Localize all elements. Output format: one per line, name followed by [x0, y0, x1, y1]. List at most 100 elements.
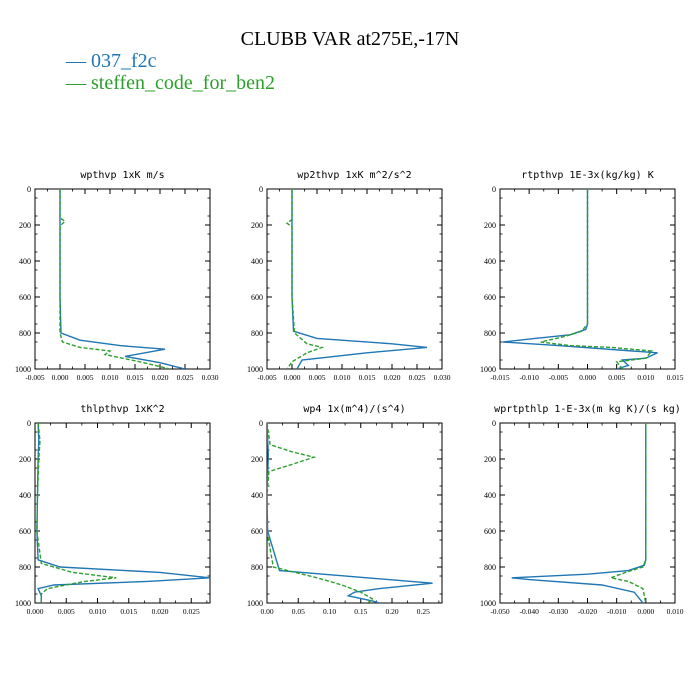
- x-tick-label: 0.05: [292, 607, 305, 616]
- x-tick-label: 0.015: [127, 373, 144, 382]
- y-tick-label: 1000: [247, 365, 263, 374]
- x-tick-label: -0.005: [25, 373, 45, 382]
- x-tick-label: -0.005: [257, 373, 277, 382]
- x-tick-label: 0.015: [667, 373, 684, 382]
- x-tick-label: 0.000: [27, 607, 44, 616]
- y-tick-label: 600: [484, 527, 496, 536]
- y-tick-label: 1000: [247, 599, 263, 608]
- series-line-steffen-code: [59, 189, 171, 369]
- panel-6-frame: [499, 422, 676, 604]
- y-tick-label: 800: [251, 329, 263, 338]
- panel-5-title: wp4 1x(m^4)/(s^4): [303, 404, 405, 415]
- y-tick-label: 1000: [480, 365, 496, 374]
- series-line-037-f2c: [36, 423, 210, 603]
- panel-2-frame: [266, 188, 443, 370]
- x-tick-label: 0.005: [309, 373, 326, 382]
- x-tick-label: 0.020: [152, 607, 169, 616]
- y-tick-label: 800: [19, 563, 31, 572]
- y-tick-label: 0: [27, 185, 31, 194]
- x-tick-label: 0.010: [102, 373, 119, 382]
- series-line-037-f2c: [291, 189, 428, 369]
- y-tick-label: 200: [251, 455, 263, 464]
- x-tick-label: 0.00: [260, 607, 273, 616]
- legend-1-label: — 037_f2c: [66, 50, 157, 72]
- x-tick-label: 0.015: [359, 373, 376, 382]
- x-tick-label: -0.015: [490, 373, 510, 382]
- y-tick-label: 400: [484, 257, 496, 266]
- x-tick-label: 0.000: [579, 373, 596, 382]
- x-tick-label: 0.20: [385, 607, 398, 616]
- panel-5-frame: [266, 422, 443, 604]
- y-tick-label: 200: [251, 221, 263, 230]
- y-tick-label: 600: [251, 293, 263, 302]
- y-tick-label: 0: [492, 185, 496, 194]
- x-tick-label: -0.030: [549, 607, 569, 616]
- x-tick-label: 0.15: [354, 607, 367, 616]
- panel-6: wprtpthlp 1-E-3x(m kg K)/(s kg) 0 200 400 60…: [480, 404, 684, 616]
- y-tick-label: 1000: [15, 365, 31, 374]
- y-tick-label: 200: [19, 221, 31, 230]
- x-tick-label: 0.025: [183, 607, 200, 616]
- y-tick-label: 0: [492, 419, 496, 428]
- y-tick-label: 800: [251, 563, 263, 572]
- x-tick-label: 0.005: [77, 373, 94, 382]
- x-tick-label: 0.10: [323, 607, 336, 616]
- series-line-037-f2c: [59, 189, 186, 369]
- panel-3-title: rtpthvp 1E-3x(kg/kg) K: [521, 170, 653, 181]
- x-tick-label: 0.010: [667, 607, 684, 616]
- y-tick-label: 0: [259, 419, 263, 428]
- x-tick-label: 0.010: [89, 607, 106, 616]
- panel-4-title: thlpthvp 1xK^2: [80, 404, 164, 415]
- x-tick-label: -0.020: [578, 607, 598, 616]
- series-line-steffen-code: [285, 189, 325, 369]
- series-line-037-f2c: [511, 423, 647, 603]
- x-tick-label: 0.000: [52, 373, 69, 382]
- x-tick-label: 0.010: [637, 373, 654, 382]
- y-tick-label: 600: [19, 527, 31, 536]
- legend-entry-1: — 037_f2c: [66, 50, 157, 72]
- y-tick-label: 200: [484, 455, 496, 464]
- y-tick-label: 400: [251, 257, 263, 266]
- x-tick-label: 0.000: [284, 373, 301, 382]
- panel-2-title: wp2thvp 1xK m^2/s^2: [297, 170, 411, 181]
- x-tick-label: 0.000: [637, 607, 654, 616]
- y-tick-label: 200: [484, 221, 496, 230]
- panel-3: rtpthvp 1E-3x(kg/kg) K02004006008001000-…: [480, 170, 684, 382]
- series-line-steffen-code: [267, 423, 375, 603]
- x-tick-label: 0.030: [202, 373, 219, 382]
- x-tick-label: 0.020: [384, 373, 401, 382]
- y-tick-label: 800: [484, 329, 496, 338]
- legend-2-label: — steffen_code_for_ben2: [66, 72, 276, 94]
- x-tick-label: 0.005: [58, 607, 75, 616]
- y-tick-label: 600: [484, 293, 496, 302]
- panel-1-title: wpthvp 1xK m/s: [80, 170, 164, 181]
- legend-entry-2: — steffen_code_for_ben2: [66, 72, 275, 94]
- y-tick-label: 0: [259, 185, 263, 194]
- series-line-037-f2c: [502, 189, 658, 369]
- y-tick-label: 400: [19, 491, 31, 500]
- panel-6-title: wprtpthlp 1-E-3x(m kg K)/(s kg): [494, 404, 681, 415]
- panel-2: wp2thvp 1xK m^2/s^2 0 200 400 600 800 1000-0.0…: [247, 170, 451, 382]
- x-tick-label: -0.050: [490, 607, 510, 616]
- panel-1: wpthvp 1xK m/s 0 200 400 600 800 1000-0.005 0.0…: [15, 170, 219, 382]
- x-tick-label: -0.010: [519, 373, 539, 382]
- series-line-steffen-code: [608, 423, 647, 603]
- x-tick-label: -0.005: [549, 373, 569, 382]
- panel-4-frame: [34, 422, 211, 604]
- x-tick-label: 0.010: [334, 373, 351, 382]
- y-tick-label: 400: [251, 491, 263, 500]
- x-tick-label: 0.025: [409, 373, 426, 382]
- x-tick-label: -0.010: [607, 607, 627, 616]
- y-tick-label: 1000: [15, 599, 31, 608]
- y-tick-label: 800: [484, 563, 496, 572]
- y-tick-label: 600: [251, 527, 263, 536]
- series-line-037-f2c: [267, 423, 433, 603]
- x-tick-label: 0.25: [417, 607, 430, 616]
- x-tick-label: 0.025: [177, 373, 194, 382]
- y-tick-label: 600: [19, 293, 31, 302]
- x-tick-label: -0.040: [519, 607, 539, 616]
- x-tick-label: 0.020: [152, 373, 169, 382]
